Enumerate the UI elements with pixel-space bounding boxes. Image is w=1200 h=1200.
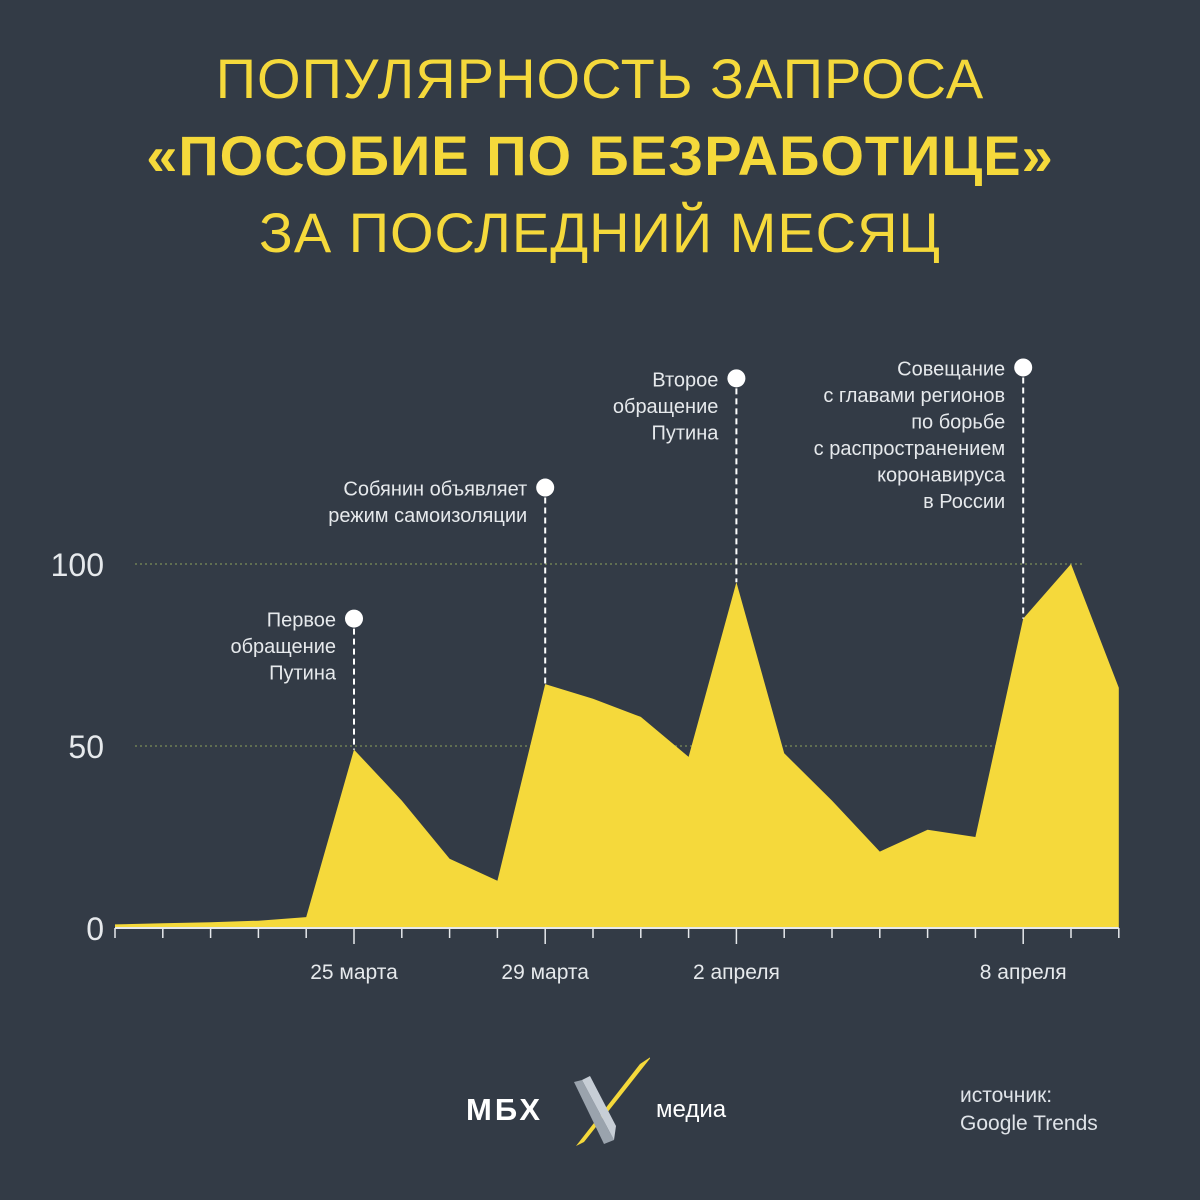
annotation-3-line-3: с распространением: [814, 438, 1006, 460]
y-axis: 0 50 100: [51, 547, 104, 947]
annotation-3-line-1: с главами регионов: [823, 385, 1005, 407]
x-axis: 25 марта 29 марта 2 апреля 8 апреля: [114, 927, 1120, 984]
annotation-2-line-1: обращение: [613, 396, 719, 418]
title-line-1: Популярность запроса: [215, 47, 985, 110]
chart-title: Популярность запроса «Пособие по безрабо…: [0, 40, 1200, 271]
annotations: Первое обращение Путина Собянин объявляет ре…: [230, 358, 1033, 750]
source-note: источник: Google Trends: [960, 1082, 1098, 1138]
area-series: [114, 563, 1119, 928]
x-tick-label-day-9: 29 марта: [501, 961, 589, 984]
annotation-marker-1: [536, 478, 555, 497]
annotation-2-line-0: Второе: [652, 369, 718, 391]
annotation-0-line-1: обращение: [230, 636, 336, 658]
annotation-3-line-4: коронавируса: [877, 464, 1006, 486]
annotation-3-line-5: в России: [923, 491, 1005, 513]
logo-mbh-text: МБХ: [466, 1092, 544, 1127]
annotation-marker-2: [727, 369, 746, 388]
annotation-marker-0: [345, 609, 363, 628]
logo-media-text: медиа: [656, 1096, 727, 1123]
y-tick-label-50: 50: [68, 729, 104, 765]
annotation-0-line-2: Путина: [269, 663, 337, 685]
y-tick-label-0: 0: [86, 911, 104, 947]
annotation-marker-3: [1014, 358, 1033, 377]
title-line-2: «Пособие по безработице»: [146, 124, 1054, 187]
y-tick-label-100: 100: [51, 547, 104, 583]
mbh-media-logo: МБХ медиа: [466, 1056, 746, 1146]
x-tick-label-day-5: 25 марта: [310, 961, 398, 984]
title-line-3: за последний месяц: [259, 201, 941, 264]
annotation-1-line-0: Собянин объявляет: [343, 479, 527, 501]
source-value: Google Trends: [960, 1112, 1098, 1135]
source-label: источник:: [960, 1084, 1053, 1107]
annotation-1-line-1: режим самоизоляции: [328, 505, 527, 527]
annotation-3-line-2: по борьбе: [911, 411, 1005, 433]
area-fill: [115, 564, 1119, 928]
logo-x-icon: [574, 1057, 650, 1146]
x-tick-label-day-19: 8 апреля: [980, 961, 1067, 984]
annotation-0-line-0: Первое: [267, 610, 336, 632]
annotation-3-line-0: Совещание: [897, 358, 1005, 380]
annotation-2-line-2: Путина: [652, 422, 720, 444]
x-tick-label-day-13: 2 апреля: [693, 961, 780, 984]
